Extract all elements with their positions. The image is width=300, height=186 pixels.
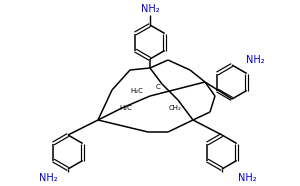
Text: NH₂: NH₂ (39, 173, 57, 183)
Text: NH₂: NH₂ (238, 173, 256, 183)
Text: CH₂: CH₂ (169, 105, 182, 111)
Text: NH₂: NH₂ (141, 4, 159, 14)
Text: C: C (156, 84, 161, 90)
Text: H₂C: H₂C (120, 105, 132, 111)
Text: NH₂: NH₂ (246, 55, 264, 65)
Text: H₂C: H₂C (130, 88, 143, 94)
